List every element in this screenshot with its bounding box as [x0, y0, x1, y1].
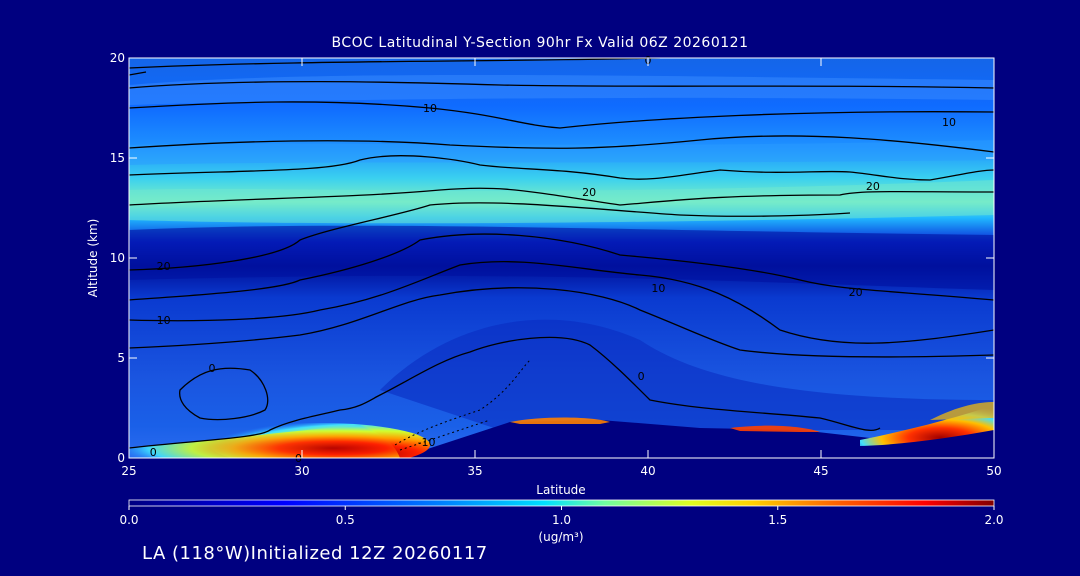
x-tick-label: 30: [294, 464, 309, 478]
colorbar: [129, 500, 994, 506]
colorbar-label: (ug/m³): [538, 530, 583, 544]
colorbar-tick-label: 0.0: [119, 513, 138, 527]
contour-lines: [129, 58, 994, 449]
contour-label: 10: [423, 102, 437, 115]
contour-label: 0: [638, 370, 645, 383]
x-tick-label: 35: [467, 464, 482, 478]
negative-contours: [394, 359, 531, 451]
contour-label: 10: [651, 282, 665, 295]
contour-label: 20: [582, 186, 596, 199]
colorbar-ticks: 0.0 0.5 1.0 1.5 2.0: [119, 506, 1004, 527]
y-tick-label: 5: [117, 351, 125, 365]
y-axis: 0 5 10 15 20: [110, 51, 994, 465]
x-tick-label: 50: [986, 464, 1001, 478]
heatmap-field: [129, 58, 994, 458]
footer-text: LA (118°W)Initialized 12Z 20260117: [142, 543, 488, 564]
y-tick-label: 20: [110, 51, 125, 65]
colorbar-tick-label: 0.5: [336, 513, 355, 527]
x-axis: 25 30 35 40 45 50: [121, 58, 1002, 478]
contour-label: 0: [209, 362, 216, 375]
contour-label: 0: [150, 446, 157, 459]
contour-label: 10: [942, 116, 956, 129]
contour-label: 10: [157, 314, 171, 327]
colorbar-tick-label: 1.5: [768, 513, 787, 527]
contour-label: -10: [418, 436, 436, 449]
colorbar-tick-label: 1.0: [552, 513, 571, 527]
y-axis-label: Altitude (km): [86, 219, 100, 298]
x-axis-label: Latitude: [536, 483, 585, 497]
x-tick-label: 25: [121, 464, 136, 478]
y-tick-label: 10: [110, 251, 125, 265]
x-tick-label: 45: [813, 464, 828, 478]
colorbar-tick-label: 2.0: [984, 513, 1003, 527]
chart-title: BCOC Latitudinal Y-Section 90hr Fx Valid…: [331, 35, 749, 51]
x-tick-label: 40: [640, 464, 655, 478]
contour-label: 20: [866, 180, 880, 193]
y-tick-label: 15: [110, 151, 125, 165]
contour-label: 20: [849, 286, 863, 299]
contour-label: 20: [157, 260, 171, 273]
y-tick-label: 0: [117, 451, 125, 465]
